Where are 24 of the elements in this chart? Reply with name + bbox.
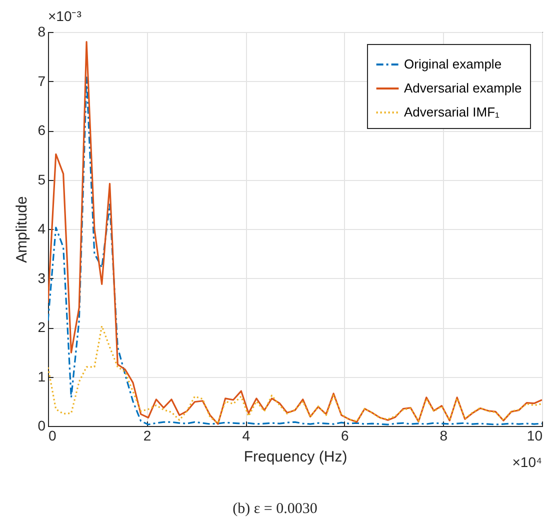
x-tick-label: 8 [440, 428, 448, 444]
y-tick-label: 5 [38, 171, 46, 188]
y-tick-label: 2 [38, 319, 46, 335]
y-tick-label: 6 [38, 122, 46, 138]
x-tick-label: 2 [143, 428, 152, 444]
legend-label: Original example [404, 56, 502, 72]
y-axis-title: Amplitude [14, 196, 31, 263]
y-tick-label: 7 [38, 72, 46, 89]
legend-label: Adversarial IMF₁ [404, 104, 500, 120]
y-tick-label: 1 [38, 368, 46, 384]
y-tick-label: 0 [38, 418, 46, 434]
text: ×10⁻³ [48, 8, 82, 24]
x-tick-label: 6 [341, 428, 349, 444]
y-tick-label: 8 [38, 24, 46, 40]
y-tick-label: 3 [38, 270, 46, 286]
y-tick-label: 4 [38, 220, 46, 236]
x-axis-title: Frequency (Hz) [244, 448, 348, 466]
line-series [48, 325, 542, 424]
legend-label: Adversarial example [404, 80, 522, 96]
text: ×10⁴ [512, 454, 542, 470]
x-tick-label: 4 [242, 428, 250, 444]
x-tick-label: 10 [526, 428, 543, 444]
text: (b) ε = 0.0030 [232, 501, 318, 517]
x-tick-label: 0 [48, 428, 56, 444]
